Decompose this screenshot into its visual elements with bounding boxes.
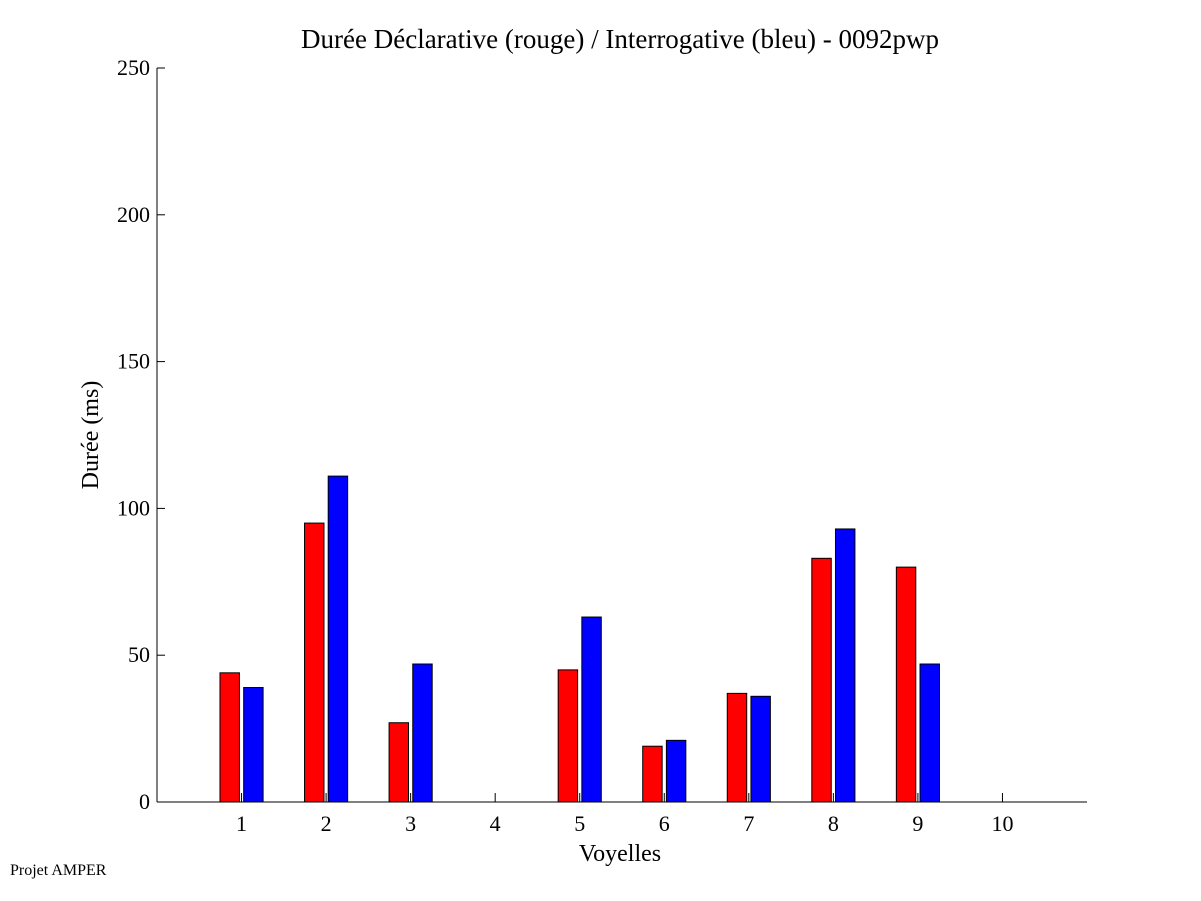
chart-title: Durée Déclarative (rouge) / Interrogativ… xyxy=(301,24,939,54)
chart-bars xyxy=(219,475,940,803)
bar-interrogative-1 xyxy=(243,686,264,803)
y-axis-label: Durée (ms) xyxy=(78,381,104,490)
bar-declarative-5 xyxy=(557,669,579,803)
x-tick-label: 9 xyxy=(912,811,923,836)
y-tick-label: 100 xyxy=(117,495,150,520)
x-tick-label: 4 xyxy=(490,811,501,836)
bar-interrogative-2 xyxy=(327,475,349,803)
x-tick-label: 2 xyxy=(321,811,332,836)
bar-interrogative-6 xyxy=(665,739,687,803)
bar-declarative-7 xyxy=(726,692,748,803)
bar-interrogative-7 xyxy=(750,695,771,803)
x-tick-label: 1 xyxy=(236,811,247,836)
x-tick-label: 8 xyxy=(828,811,839,836)
bar-declarative-1 xyxy=(219,672,240,803)
bar-declarative-2 xyxy=(304,522,325,803)
bar-interrogative-8 xyxy=(834,528,856,803)
x-tick-label: 6 xyxy=(659,811,670,836)
y-tick-label: 50 xyxy=(128,642,150,667)
bar-declarative-8 xyxy=(811,557,832,803)
y-tick-label: 200 xyxy=(117,202,150,227)
bar-declarative-3 xyxy=(388,722,410,803)
bar-declarative-9 xyxy=(895,566,917,803)
x-tick-label: 7 xyxy=(743,811,754,836)
bar-interrogative-5 xyxy=(581,616,602,803)
x-tick-label: 3 xyxy=(405,811,416,836)
y-tick-label: 0 xyxy=(139,789,150,814)
bar-interrogative-9 xyxy=(919,663,940,803)
footer-credit: Projet AMPER xyxy=(10,862,107,879)
y-tick-label: 150 xyxy=(117,349,150,374)
chart-ticks: 0 50 100 150 200 250 1 2 3 4 5 6 7 8 9 10 xyxy=(117,55,1013,836)
y-tick-label: 250 xyxy=(117,55,150,80)
x-tick-label: 5 xyxy=(574,811,585,836)
x-axis-label: Voyelles xyxy=(579,841,661,867)
x-tick-label: 10 xyxy=(991,811,1013,836)
bar-declarative-6 xyxy=(642,745,663,803)
bar-interrogative-3 xyxy=(412,663,433,803)
chart-axes xyxy=(156,68,1087,803)
